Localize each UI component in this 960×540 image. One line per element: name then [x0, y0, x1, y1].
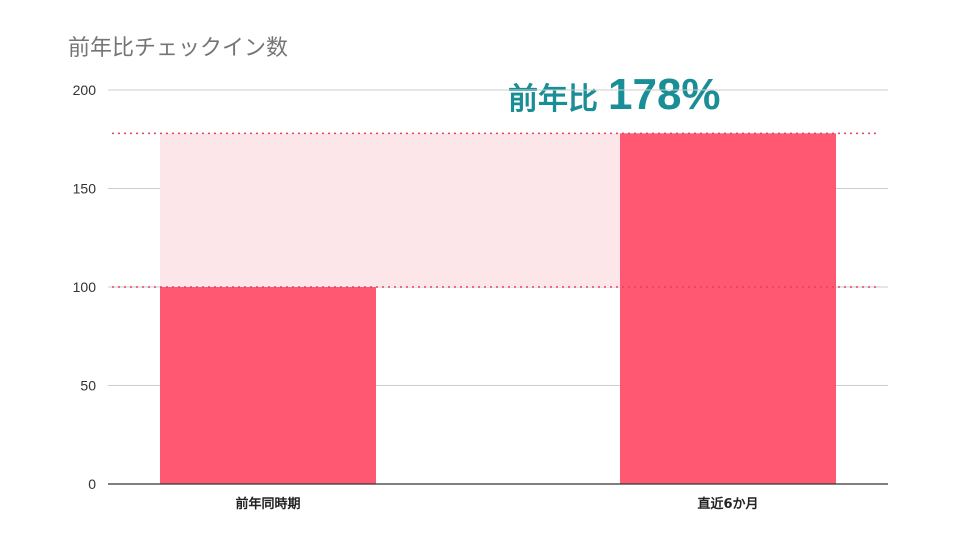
- chart-title: 前年比チェックイン数: [68, 36, 289, 61]
- y-tick-label: 200: [73, 82, 97, 98]
- bar-2: [620, 133, 836, 484]
- growth-callout: 前年比 178%: [508, 70, 721, 120]
- x-category-label: 前年同時期: [235, 496, 300, 512]
- callout-value: 178%: [608, 70, 721, 119]
- y-tick-label: 150: [73, 181, 97, 197]
- difference-band: [160, 133, 620, 287]
- callout-label: 前年比: [508, 82, 598, 117]
- y-tick-label: 100: [73, 279, 97, 295]
- y-tick-label: 50: [80, 378, 96, 394]
- bar-1: [160, 287, 376, 484]
- y-tick-label: 0: [88, 476, 96, 492]
- x-category-label: 直近6か月: [697, 496, 758, 512]
